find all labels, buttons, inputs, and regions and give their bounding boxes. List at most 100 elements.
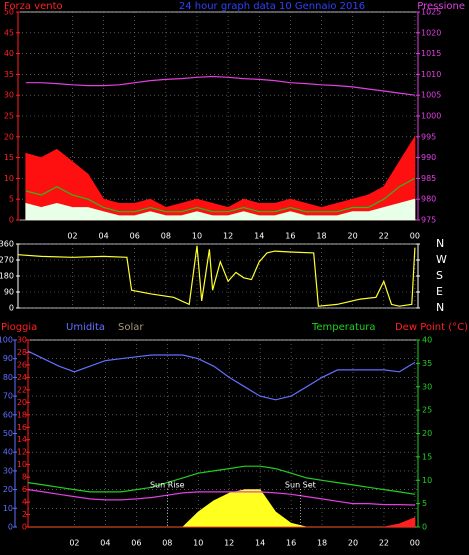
y-tick-label: S (436, 269, 443, 282)
y-tick-label: N (436, 301, 444, 314)
x-tick-label: 00 (410, 539, 420, 548)
line-series (25, 75, 415, 96)
x-tick-label: 12 (224, 539, 234, 548)
x-tick-label: 00 (410, 232, 420, 241)
y-tick-label: 0 (8, 523, 13, 532)
y-tick-label: 15 (422, 452, 432, 461)
y-tick-label: 4 (22, 498, 27, 507)
x-tick-label: 18 (317, 539, 327, 548)
y-tick-label: 1025 (421, 8, 441, 17)
x-tick-label: 14 (255, 539, 265, 548)
y-tick-label: 10 (17, 460, 27, 469)
y-tick-label: 2 (22, 510, 27, 519)
x-tick-label: 08 (161, 232, 171, 241)
y-tick-label: 6 (22, 485, 27, 494)
x-tick-label: 04 (99, 232, 109, 241)
y-tick-label: 90 (3, 354, 13, 363)
y-tick-label: 1020 (421, 28, 441, 37)
y-tick-label: 8 (22, 473, 27, 482)
y-tick-label: 1005 (421, 91, 441, 100)
y-tick-label: 14 (17, 435, 27, 444)
humidity-label: Umidita (66, 322, 105, 333)
y-tick-label: 25 (4, 112, 14, 121)
y-tick-label: 975 (421, 216, 436, 225)
y-tick-label: 45 (4, 28, 14, 37)
y-tick-label: 90 (4, 288, 14, 297)
x-tick-label: 06 (131, 539, 141, 548)
line-series (27, 465, 415, 495)
y-tick-label: 100 (0, 336, 13, 345)
x-tick-label: 18 (316, 232, 326, 241)
y-tick-label: 20 (17, 398, 27, 407)
y-tick-label: 40 (3, 448, 13, 457)
x-tick-label: 02 (67, 232, 77, 241)
pressure-axis-label: Pressione (417, 1, 465, 12)
x-tick-label: 16 (286, 539, 296, 548)
line-series (27, 489, 415, 506)
y-tick-label: 15 (4, 153, 14, 162)
y-tick-label: 16 (17, 423, 27, 432)
y-tick-label: 20 (3, 485, 13, 494)
y-tick-label: 270 (0, 256, 14, 265)
y-tick-label: 20 (4, 132, 14, 141)
y-tick-label: 30 (3, 466, 13, 475)
x-tick-label: 22 (379, 232, 389, 241)
x-tick-label: 14 (254, 232, 264, 241)
x-tick-label: 02 (69, 539, 79, 548)
y-tick-label: 980 (421, 195, 436, 204)
area-series (28, 517, 416, 528)
y-tick-label: 24 (17, 373, 27, 382)
y-tick-label: 5 (422, 499, 427, 508)
x-tick-label: 12 (223, 232, 233, 241)
area-series (25, 198, 416, 221)
y-tick-label: 25 (422, 406, 432, 415)
y-tick-label: 0 (9, 216, 14, 225)
y-tick-label: 35 (422, 359, 432, 368)
y-tick-label: 80 (3, 373, 13, 382)
y-tick-label: 0 (9, 304, 14, 313)
y-tick-label: 35 (4, 70, 14, 79)
annotation: Sun Set (285, 481, 316, 490)
y-tick-label: 990 (421, 153, 436, 162)
x-tick-label: 10 (193, 539, 203, 548)
y-tick-label: 40 (4, 49, 14, 58)
y-tick-label: W (436, 253, 447, 266)
x-tick-label: 22 (379, 539, 389, 548)
annotation: Sun Rise (150, 481, 185, 490)
line-series (27, 350, 416, 401)
y-tick-label: 22 (17, 385, 27, 394)
y-tick-label: 0 (22, 523, 27, 532)
y-tick-label: 1015 (421, 49, 441, 58)
y-tick-label: 12 (17, 448, 27, 457)
y-tick-label: 18 (17, 410, 27, 419)
y-tick-label: 28 (17, 348, 27, 357)
y-tick-label: 5 (9, 195, 14, 204)
x-tick-label: 04 (100, 539, 110, 548)
y-tick-label: 10 (422, 476, 432, 485)
solar-label: Solar (118, 322, 144, 333)
y-tick-label: 50 (3, 429, 13, 438)
y-tick-label: 1000 (421, 112, 441, 121)
y-tick-label: 30 (4, 91, 14, 100)
y-tick-label: 180 (0, 272, 14, 281)
y-tick-label: 70 (3, 392, 13, 401)
x-tick-label: 08 (162, 539, 172, 548)
y-tick-label: 10 (4, 174, 14, 183)
x-tick-label: 20 (348, 232, 358, 241)
y-tick-label: 30 (422, 382, 432, 391)
x-tick-label: 06 (130, 232, 140, 241)
chart-title: 24 hour graph data 10 Gennaio 2016 (179, 1, 365, 12)
y-tick-label: 10 (3, 504, 13, 513)
x-tick-label: 16 (285, 232, 295, 241)
line-series (17, 245, 416, 307)
y-tick-label: 0 (422, 523, 427, 532)
dewpoint-label: Dew Point (°C) (395, 322, 468, 333)
y-tick-label: 30 (17, 336, 27, 345)
y-tick-label: 60 (3, 410, 13, 419)
y-tick-label: 40 (422, 336, 432, 345)
y-tick-label: 50 (4, 8, 14, 17)
y-tick-label: N (436, 237, 444, 250)
y-tick-label: 360 (0, 240, 14, 249)
